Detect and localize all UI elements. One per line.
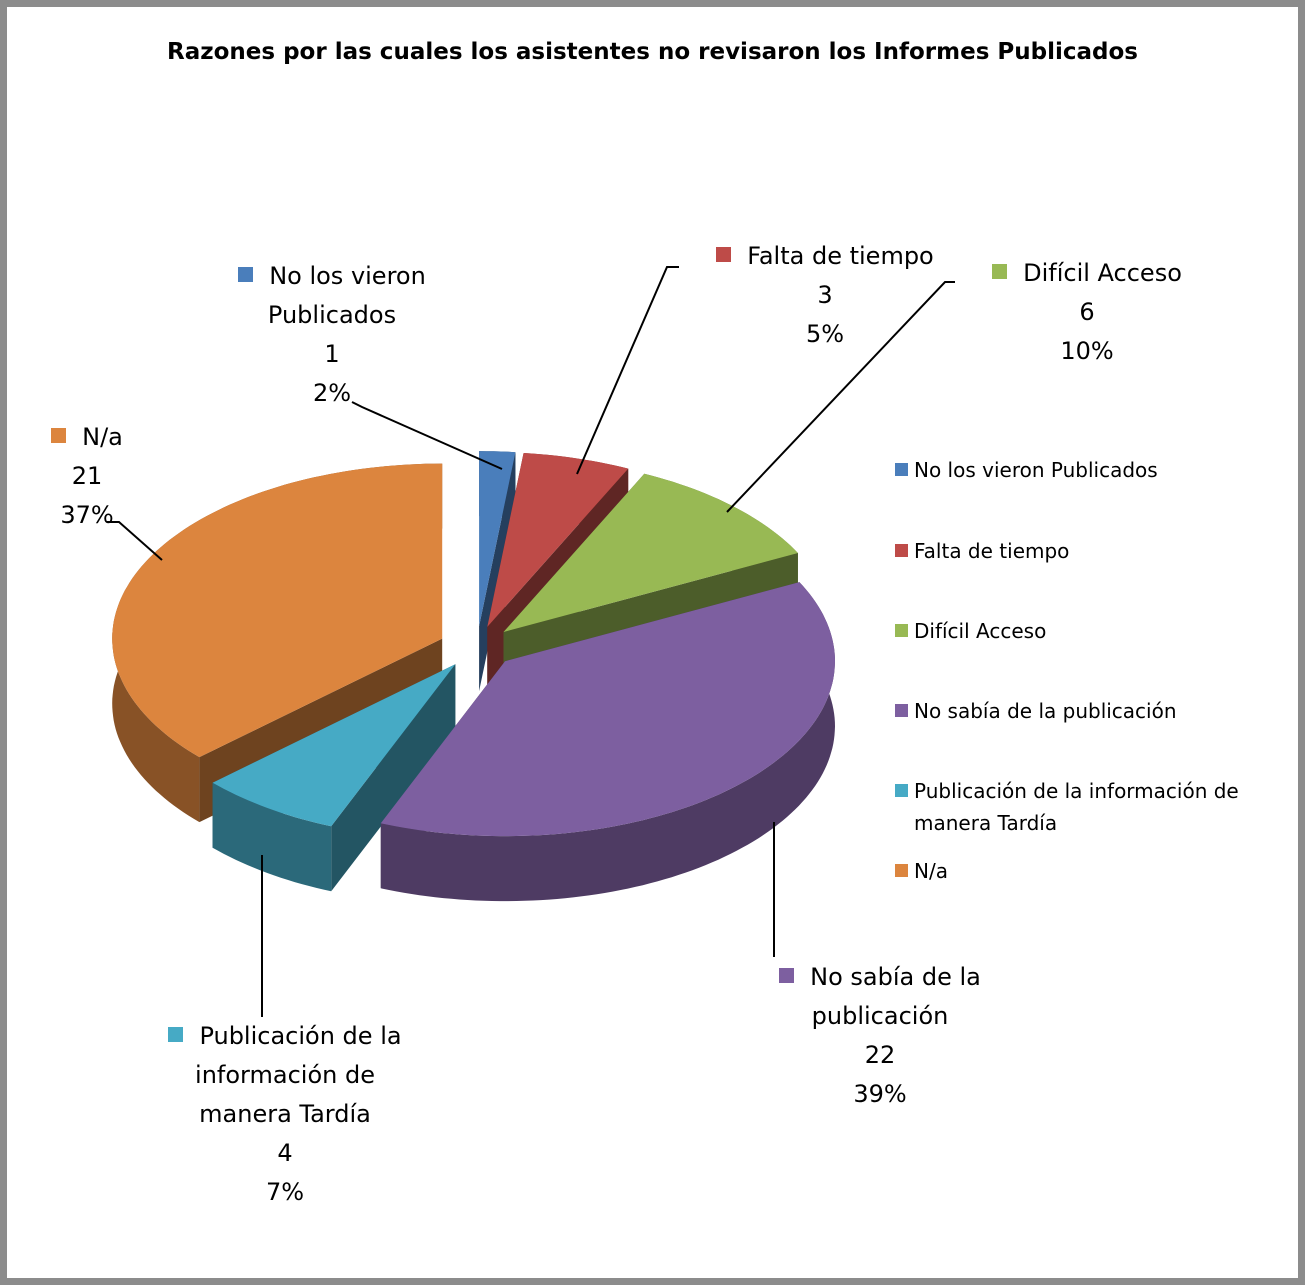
label-value: 6 bbox=[1079, 298, 1095, 326]
plot bbox=[107, 266, 955, 1017]
slice bbox=[503, 473, 798, 632]
label-name-line: Difícil Acceso bbox=[957, 254, 1217, 293]
leader-line bbox=[726, 281, 955, 513]
label-percent: 5% bbox=[805, 320, 845, 348]
label-swatch bbox=[168, 1027, 184, 1042]
legend-label: Falta de tiempo bbox=[914, 539, 1070, 563]
slice bbox=[479, 451, 516, 627]
label-value: 21 bbox=[71, 462, 103, 490]
data-label: Publicación de la información de manera … bbox=[155, 1017, 415, 1212]
legend-label: Difícil Acceso bbox=[914, 619, 1047, 643]
legend-item: Difícil Acceso bbox=[895, 615, 1265, 647]
label-value: 1 bbox=[324, 340, 340, 368]
label-value: 22 bbox=[864, 1041, 896, 1069]
label-swatch bbox=[779, 968, 795, 983]
slice-side bbox=[331, 664, 456, 892]
data-label: Falta de tiempo 3 5% bbox=[690, 237, 960, 354]
leader-line bbox=[351, 401, 503, 470]
label-name-line: No los vieron Publicados bbox=[207, 257, 457, 335]
leader-line bbox=[107, 521, 163, 561]
legend-item: No sabía de la publicación bbox=[895, 695, 1265, 727]
legend-item: N/a bbox=[895, 855, 1265, 887]
chart-title: Razones por las cuales los asistentes no… bbox=[167, 39, 1138, 65]
leader-line bbox=[576, 266, 679, 475]
legend-swatch bbox=[895, 624, 908, 637]
label-percent: 39% bbox=[853, 1080, 907, 1108]
slice-side bbox=[212, 782, 332, 892]
legend-swatch bbox=[895, 864, 908, 877]
data-label: Difícil Acceso 6 10% bbox=[957, 254, 1217, 371]
label-value: 4 bbox=[277, 1139, 293, 1167]
label-name: No sabía de la publicación bbox=[810, 963, 981, 1030]
legend-swatch bbox=[895, 463, 908, 476]
slice bbox=[380, 582, 835, 837]
label-name: Difícil Acceso bbox=[1023, 259, 1182, 287]
label-name-line: N/a bbox=[22, 418, 152, 457]
label-name: No los vieron Publicados bbox=[267, 262, 426, 329]
label-swatch bbox=[238, 267, 254, 282]
slice bbox=[112, 463, 443, 758]
label-percent: 37% bbox=[60, 501, 114, 529]
label-percent: 2% bbox=[312, 379, 352, 407]
legend-item: No los vieron Publicados bbox=[895, 454, 1265, 486]
label-swatch bbox=[51, 428, 67, 443]
legend-item: Falta de tiempo bbox=[895, 535, 1265, 567]
data-label: No sabía de la publicación 22 39% bbox=[755, 958, 1005, 1114]
label-percent: 10% bbox=[1060, 337, 1114, 365]
legend-label: No sabía de la publicación bbox=[914, 699, 1177, 723]
label-name-line: Falta de tiempo bbox=[690, 237, 960, 276]
legend-label: No los vieron Publicados bbox=[914, 458, 1158, 482]
label-name: Publicación de la información de manera … bbox=[195, 1022, 402, 1128]
label-percent: 7% bbox=[265, 1178, 305, 1206]
label-name: Falta de tiempo bbox=[747, 242, 934, 270]
slice-side bbox=[380, 582, 835, 902]
legend-swatch bbox=[895, 544, 908, 557]
label-name: N/a bbox=[82, 423, 123, 451]
label-name-line: No sabía de la publicación bbox=[755, 958, 1005, 1036]
slice bbox=[212, 664, 456, 827]
data-label: N/a 21 37% bbox=[22, 418, 152, 535]
legend-item: Publicación de la información de manera … bbox=[895, 775, 1265, 839]
label-name-line: Publicación de la información de manera … bbox=[155, 1017, 415, 1134]
label-value: 3 bbox=[817, 281, 833, 309]
legend-label: Publicación de la información de manera … bbox=[914, 779, 1239, 835]
slice bbox=[487, 453, 629, 627]
legend-swatch bbox=[895, 704, 908, 717]
legend-label: N/a bbox=[914, 859, 948, 883]
label-swatch bbox=[992, 264, 1008, 279]
label-swatch bbox=[716, 247, 732, 262]
legend-swatch bbox=[895, 784, 908, 797]
data-label: No los vieron Publicados 1 2% bbox=[207, 257, 457, 413]
